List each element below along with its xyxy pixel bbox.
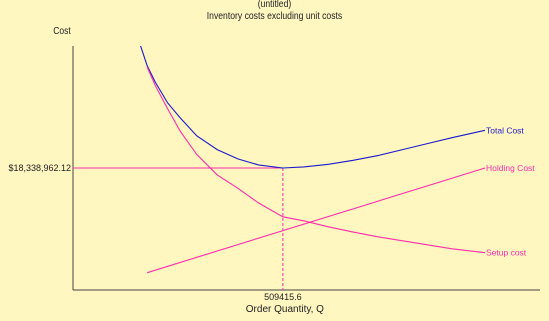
- series-line-total-cost: [140, 46, 486, 169]
- series-label-holding-cost: Holding Cost: [486, 163, 535, 173]
- y-axis-label: Cost: [53, 25, 71, 36]
- series-label-total-cost: Total Cost: [486, 125, 524, 135]
- chart-title: (untitled): [257, 0, 292, 10]
- chart-subtitle: Inventory costs excluding unit costs: [206, 10, 343, 22]
- series-label-setup-cost: Setup cost: [486, 248, 527, 258]
- optimal-quantity-label: 509415.6: [264, 292, 302, 302]
- x-axis-label: Order Quantity, Q: [246, 304, 324, 315]
- series-layer: Total Cost Holding Cost Setup cost: [140, 46, 535, 274]
- series-line-holding-cost: [147, 167, 486, 274]
- optimal-cost-label: $18,338,962.12: [8, 163, 71, 173]
- series-line-setup-cost: [146, 66, 486, 254]
